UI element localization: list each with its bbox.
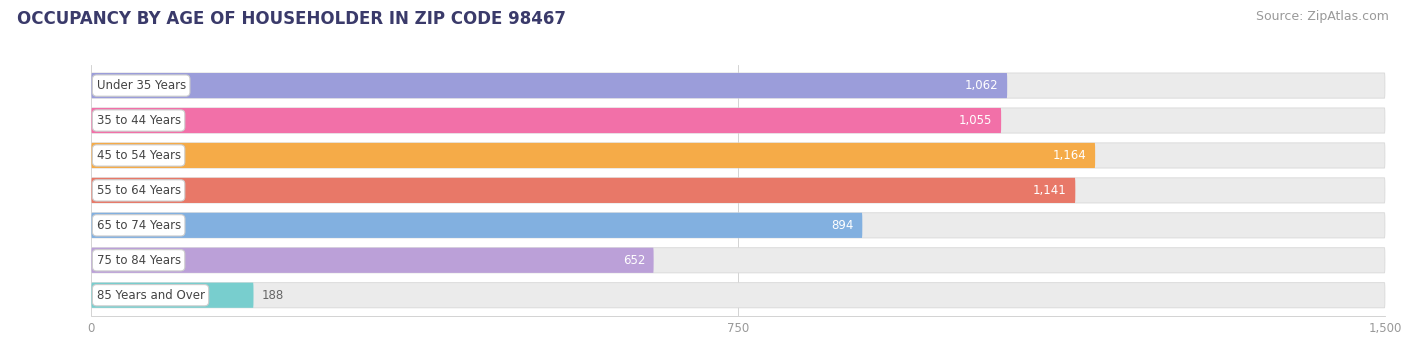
Text: 85 Years and Over: 85 Years and Over: [97, 289, 204, 302]
FancyBboxPatch shape: [91, 248, 654, 273]
FancyBboxPatch shape: [91, 108, 1001, 133]
Text: 65 to 74 Years: 65 to 74 Years: [97, 219, 181, 232]
FancyBboxPatch shape: [91, 248, 1385, 273]
FancyBboxPatch shape: [91, 283, 253, 308]
Text: 188: 188: [262, 289, 284, 302]
FancyBboxPatch shape: [91, 143, 1095, 168]
FancyBboxPatch shape: [91, 143, 1385, 168]
Text: 1,141: 1,141: [1033, 184, 1067, 197]
FancyBboxPatch shape: [91, 213, 1385, 238]
Text: 652: 652: [623, 254, 645, 267]
Text: 894: 894: [831, 219, 853, 232]
FancyBboxPatch shape: [91, 73, 1385, 98]
Text: 1,055: 1,055: [959, 114, 993, 127]
Text: 1,062: 1,062: [965, 79, 998, 92]
FancyBboxPatch shape: [91, 283, 1385, 308]
FancyBboxPatch shape: [91, 178, 1385, 203]
FancyBboxPatch shape: [91, 213, 862, 238]
FancyBboxPatch shape: [91, 178, 1076, 203]
Text: Source: ZipAtlas.com: Source: ZipAtlas.com: [1256, 10, 1389, 23]
Text: 45 to 54 Years: 45 to 54 Years: [97, 149, 181, 162]
Text: 55 to 64 Years: 55 to 64 Years: [97, 184, 181, 197]
Text: 75 to 84 Years: 75 to 84 Years: [97, 254, 181, 267]
Text: Under 35 Years: Under 35 Years: [97, 79, 186, 92]
Text: 35 to 44 Years: 35 to 44 Years: [97, 114, 181, 127]
FancyBboxPatch shape: [91, 108, 1385, 133]
FancyBboxPatch shape: [91, 73, 1007, 98]
Text: OCCUPANCY BY AGE OF HOUSEHOLDER IN ZIP CODE 98467: OCCUPANCY BY AGE OF HOUSEHOLDER IN ZIP C…: [17, 10, 565, 28]
Text: 1,164: 1,164: [1053, 149, 1087, 162]
